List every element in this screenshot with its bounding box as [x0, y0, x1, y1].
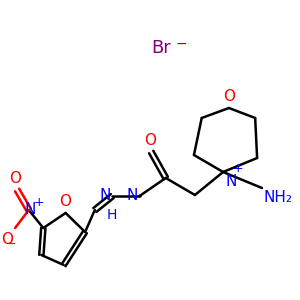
Text: −: −	[6, 238, 16, 250]
Text: −: −	[176, 37, 187, 51]
Text: H: H	[106, 208, 116, 222]
Text: O: O	[59, 194, 71, 209]
Text: O: O	[1, 232, 13, 247]
Text: N: N	[100, 188, 111, 202]
Text: +: +	[34, 196, 45, 208]
Text: N: N	[126, 188, 138, 202]
Text: O: O	[144, 133, 156, 148]
Text: Br: Br	[151, 39, 171, 57]
Text: +: +	[232, 161, 243, 175]
Text: N: N	[225, 174, 236, 189]
Text: N: N	[24, 202, 35, 217]
Text: O: O	[223, 89, 235, 104]
Text: NH₂: NH₂	[264, 190, 293, 205]
Text: O: O	[9, 171, 21, 186]
